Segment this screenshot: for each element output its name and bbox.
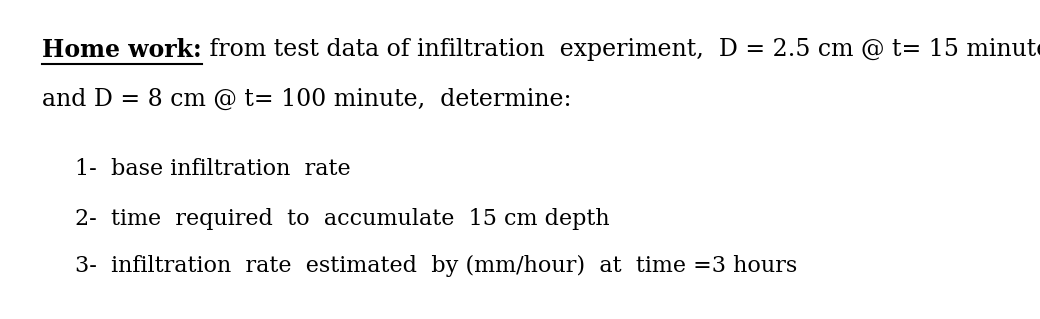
Text: 2-  time  required  to  accumulate  15 cm depth: 2- time required to accumulate 15 cm dep…	[75, 208, 609, 230]
Text: from test data of infiltration  experiment,  D = 2.5 cm @ t= 15 minute: from test data of infiltration experimen…	[202, 38, 1040, 61]
Text: 3-  infiltration  rate  estimated  by (mm/hour)  at  time =3 hours: 3- infiltration rate estimated by (mm/ho…	[75, 255, 798, 277]
Text: 1-  base infiltration  rate: 1- base infiltration rate	[75, 158, 350, 180]
Text: and D = 8 cm @ t= 100 minute,  determine:: and D = 8 cm @ t= 100 minute, determine:	[42, 88, 572, 111]
Text: Home work:: Home work:	[42, 38, 202, 62]
